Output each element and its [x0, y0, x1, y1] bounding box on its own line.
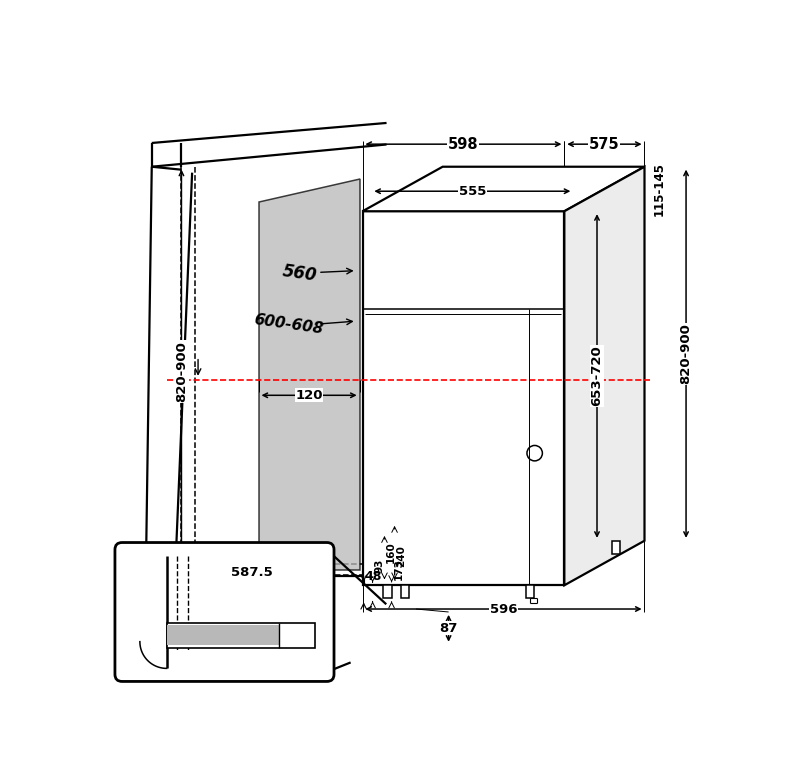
Text: 120: 120: [295, 389, 323, 402]
Text: 173: 173: [394, 557, 403, 580]
Text: 93: 93: [374, 559, 384, 574]
Text: 555: 555: [458, 185, 486, 197]
Text: 598: 598: [448, 136, 478, 152]
Polygon shape: [383, 585, 391, 598]
FancyBboxPatch shape: [115, 543, 334, 682]
Text: 596: 596: [490, 602, 518, 615]
Polygon shape: [401, 585, 410, 598]
Text: 820-900: 820-900: [175, 341, 188, 402]
Text: 575: 575: [589, 136, 620, 152]
Polygon shape: [166, 625, 279, 645]
Text: 600-608: 600-608: [253, 311, 324, 336]
Polygon shape: [564, 167, 645, 585]
Text: 87: 87: [439, 621, 458, 635]
Text: 560: 560: [282, 262, 318, 285]
Polygon shape: [362, 167, 645, 211]
Polygon shape: [362, 211, 564, 585]
Text: 587.5: 587.5: [230, 566, 272, 578]
Polygon shape: [612, 541, 620, 554]
Text: 48: 48: [365, 570, 382, 583]
Text: 653-720: 653-720: [590, 345, 603, 406]
Polygon shape: [258, 179, 359, 571]
Polygon shape: [526, 585, 534, 598]
Text: 160: 160: [386, 542, 396, 564]
Text: 820-900: 820-900: [679, 323, 693, 384]
Text: 115-145: 115-145: [653, 162, 666, 216]
Text: 240: 240: [396, 544, 406, 567]
Polygon shape: [166, 623, 315, 648]
